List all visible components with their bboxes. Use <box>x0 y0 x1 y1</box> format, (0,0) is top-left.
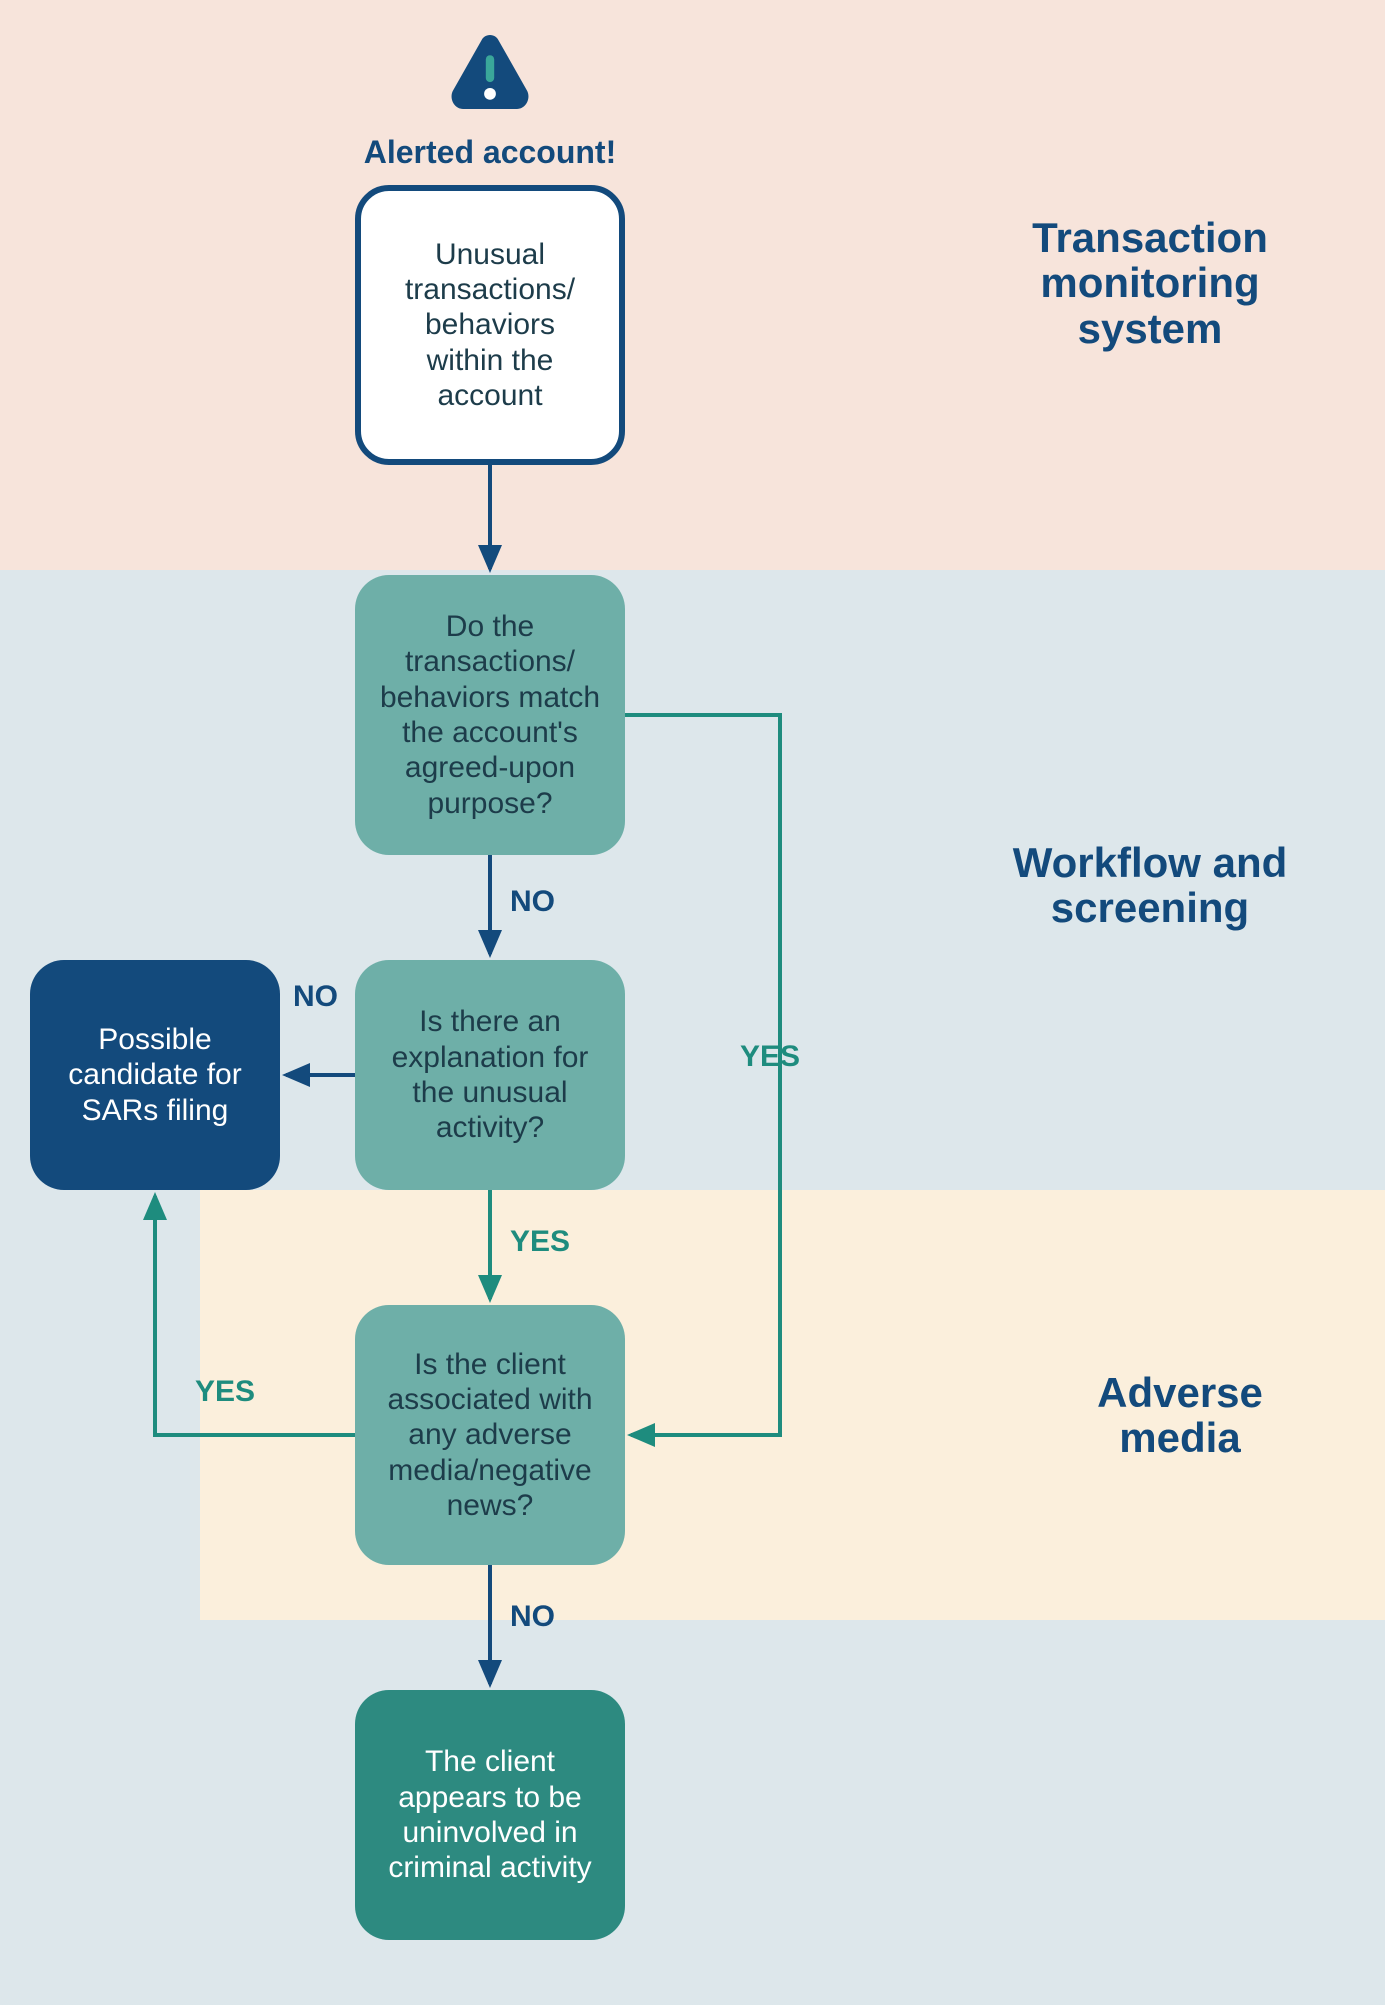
node-start: Unusualtransactions/behaviorswithin thea… <box>355 185 625 465</box>
edge-label-e_q2_q3: YES <box>510 1225 570 1259</box>
alert-icon <box>448 30 532 114</box>
node-q3: Is the clientassociated withany adversem… <box>355 1305 625 1565</box>
flowchart-stage: Unusualtransactions/behaviorswithin thea… <box>0 0 1385 2005</box>
edge-label-e_q2_sars: NO <box>293 980 338 1014</box>
edge-label-e_q1_q3: YES <box>740 1040 800 1074</box>
node-clear: The clientappears to beuninvolved incrim… <box>355 1690 625 1940</box>
region-label-r1: Transactionmonitoringsystem <box>960 215 1340 351</box>
node-sars: Possiblecandidate forSARs filing <box>30 960 280 1190</box>
edge-label-e_q3_clear: NO <box>510 1600 555 1634</box>
region-label-r2: Workflow andscreening <box>960 840 1340 931</box>
region-label-r3: Adversemedia <box>1020 1370 1340 1461</box>
node-q2: Is there anexplanation forthe unusualact… <box>355 960 625 1190</box>
node-q1: Do thetransactions/behaviors matchthe ac… <box>355 575 625 855</box>
edge-label-e_q3_sars: YES <box>195 1375 255 1409</box>
edge-label-e_q1_q2: NO <box>510 885 555 919</box>
alert-title: Alerted account! <box>320 134 660 171</box>
